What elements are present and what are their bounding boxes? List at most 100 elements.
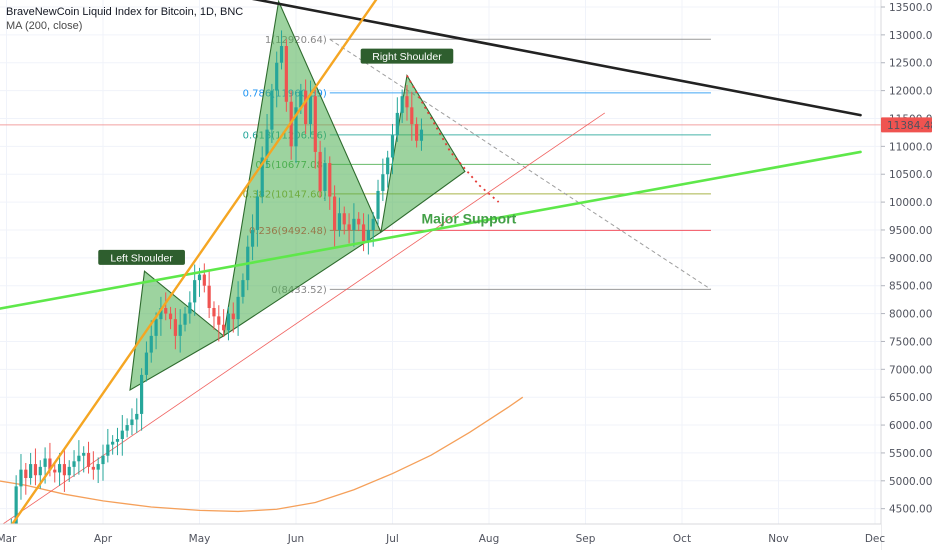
annotations: Left Shoulder Right Shoulder Major Support — [98, 48, 517, 265]
y-tick-label: 7000.00 — [889, 364, 932, 376]
candle-body — [38, 466, 42, 476]
candle-body — [77, 455, 81, 462]
candle-body — [386, 157, 390, 175]
candle-body — [130, 419, 134, 426]
x-tick-label: May — [189, 533, 211, 545]
ma-200-line — [0, 396, 524, 513]
candle-body — [400, 96, 404, 113]
candle-body — [415, 124, 419, 141]
candle-body — [183, 313, 187, 325]
candle-body — [376, 190, 380, 219]
candle-body — [222, 324, 226, 331]
candle-body — [255, 196, 259, 230]
candle-body — [24, 469, 28, 479]
candle-body — [164, 308, 168, 314]
candle-body — [178, 324, 182, 336]
candle-body — [352, 218, 356, 230]
x-tick-label: Oct — [673, 533, 691, 545]
candle-body — [168, 313, 173, 320]
y-tick-label: 4500.00 — [889, 504, 932, 516]
candle-body — [279, 46, 284, 63]
candle-body — [323, 163, 327, 191]
candle-body — [318, 151, 322, 191]
projected-path — [406, 75, 500, 203]
candle-body — [193, 280, 197, 303]
candle-body — [250, 229, 255, 247]
rising-trendline — [10, 0, 378, 527]
ma-legend: MA (200, close) — [6, 20, 83, 32]
candle-body — [308, 96, 313, 125]
x-tick-label: Jun — [287, 533, 304, 545]
candle-body — [231, 313, 235, 320]
candle-body — [410, 107, 414, 125]
candle-body — [86, 452, 91, 467]
candle-body — [62, 464, 66, 476]
candle-body — [236, 296, 240, 320]
candle-body — [48, 458, 52, 470]
candle-body — [381, 174, 385, 191]
candle-body — [357, 218, 361, 225]
candle-body — [217, 316, 221, 325]
head-shape — [222, 0, 382, 338]
current-price-tag: 11384.48 — [881, 117, 932, 133]
candle-body — [207, 285, 211, 309]
candle-body — [226, 313, 231, 331]
candle-body — [202, 274, 206, 286]
fib-level-label: 0(8433.52) — [271, 285, 327, 296]
x-tick-label: Aug — [479, 533, 500, 545]
candle-body — [135, 413, 139, 420]
candle-body — [390, 135, 395, 158]
candle-body — [140, 374, 144, 414]
support-trendline — [0, 150, 862, 310]
candle-body — [120, 430, 124, 439]
candle-body — [57, 464, 62, 473]
candle-body — [294, 107, 298, 147]
y-tick-label: 8500.00 — [889, 281, 932, 293]
y-tick-label: 11000.00 — [889, 141, 932, 153]
candle-body — [188, 302, 192, 314]
y-tick-label: 6500.00 — [889, 392, 932, 404]
candle-body — [106, 444, 110, 456]
candle-body — [337, 213, 342, 230]
candle-body — [333, 196, 337, 230]
candle-body — [371, 218, 375, 230]
candle-body — [299, 90, 303, 108]
y-tick-label: 6000.00 — [889, 420, 932, 432]
left-shoulder-label-text: Left Shoulder — [110, 252, 173, 264]
candle-body — [275, 62, 279, 91]
time-axis[interactable]: Mar Apr May Jun Jul Aug Sep Oct Nov Dec — [0, 523, 885, 550]
x-tick-label: Jul — [385, 533, 399, 545]
candle-body — [270, 90, 274, 130]
candlestick-series — [9, 30, 424, 544]
candle-body — [144, 352, 149, 375]
price-axis[interactable]: 4500.00 5000.00 5500.00 6000.00 6500.00 7000.… — [880, 0, 932, 550]
y-tick-label: 13000.00 — [889, 30, 932, 42]
y-tick-label: 12500.00 — [889, 58, 932, 70]
right-shoulder-label-box — [360, 48, 454, 64]
y-tick-label: 13500.00 — [889, 2, 932, 14]
candle-body — [115, 438, 120, 442]
ma-200-curve — [0, 396, 524, 513]
candle-body — [361, 224, 366, 242]
candle-body — [111, 441, 115, 445]
candle-body — [82, 452, 86, 456]
y-tick-label: 10000.00 — [889, 197, 932, 209]
candle-body — [241, 280, 245, 297]
right-shoulder-label: Right Shoulder — [360, 48, 454, 64]
y-tick-label: 12000.00 — [889, 86, 932, 98]
trendlines[interactable] — [0, 0, 862, 527]
y-tick-label: 9000.00 — [889, 253, 932, 265]
candle-body — [154, 319, 158, 336]
candle-body — [19, 469, 23, 487]
candle-body — [173, 319, 177, 336]
y-tick-label: 7500.00 — [889, 336, 932, 348]
candle-body — [265, 129, 269, 158]
candle-body — [14, 486, 18, 526]
y-tick-label: 10500.00 — [889, 169, 932, 181]
left-shoulder-label-box — [98, 249, 185, 265]
right-shoulder-label-text: Right Shoulder — [372, 51, 442, 63]
candle-body — [313, 96, 317, 152]
candle-body — [96, 464, 100, 470]
candle-body — [91, 466, 95, 470]
